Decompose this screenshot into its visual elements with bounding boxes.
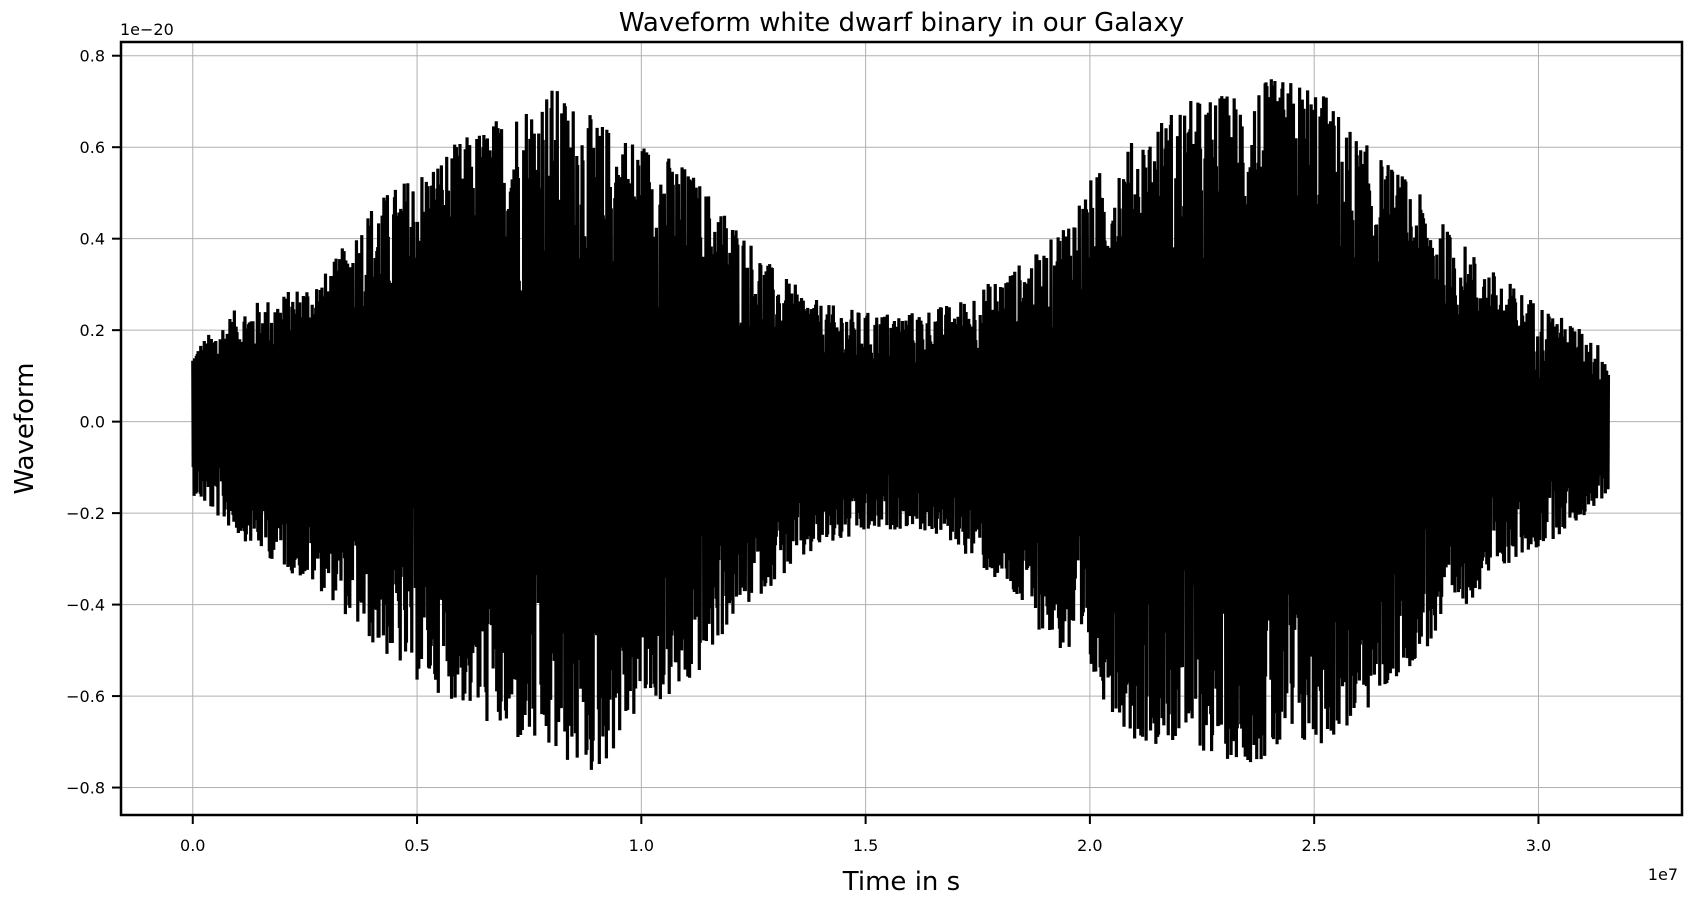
y-tick-label: 0.0 bbox=[80, 413, 105, 432]
y-tick-label: −0.2 bbox=[66, 504, 105, 523]
y-tick-label: −0.8 bbox=[66, 779, 105, 798]
x-axis-offset-label: 1e7 bbox=[1648, 865, 1678, 884]
y-tick-label: 0.2 bbox=[80, 321, 105, 340]
x-tick-label: 3.0 bbox=[1526, 836, 1551, 855]
y-axis-ticks: −0.8 −0.6 −0.4 −0.2 0.0 0.2 0.4 0.6 0.8 bbox=[66, 47, 121, 798]
y-tick-label: 0.6 bbox=[80, 138, 105, 157]
y-axis-label: Waveform bbox=[10, 363, 40, 495]
y-tick-label: −0.6 bbox=[66, 687, 105, 706]
y-axis-offset-label: 1e−20 bbox=[120, 20, 174, 39]
waveform-series-line bbox=[191, 79, 1611, 770]
axes-frame bbox=[119, 40, 1684, 817]
x-axis-ticks: 0.0 0.5 1.0 1.5 2.0 2.5 3.0 bbox=[180, 815, 1551, 855]
y-tick-label: −0.4 bbox=[66, 596, 105, 615]
x-tick-label: 2.0 bbox=[1077, 836, 1102, 855]
x-tick-label: 2.5 bbox=[1301, 836, 1326, 855]
x-tick-label: 0.0 bbox=[180, 836, 205, 855]
x-tick-label: 0.5 bbox=[404, 836, 429, 855]
y-tick-label: 0.4 bbox=[80, 230, 105, 249]
chart-title: Waveform white dwarf binary in our Galax… bbox=[619, 8, 1184, 38]
x-tick-label: 1.0 bbox=[629, 836, 654, 855]
x-axis-label: Time in s bbox=[842, 867, 960, 897]
plot-area bbox=[191, 79, 1611, 770]
x-tick-label: 1.5 bbox=[853, 836, 878, 855]
y-tick-label: 0.8 bbox=[80, 47, 105, 66]
